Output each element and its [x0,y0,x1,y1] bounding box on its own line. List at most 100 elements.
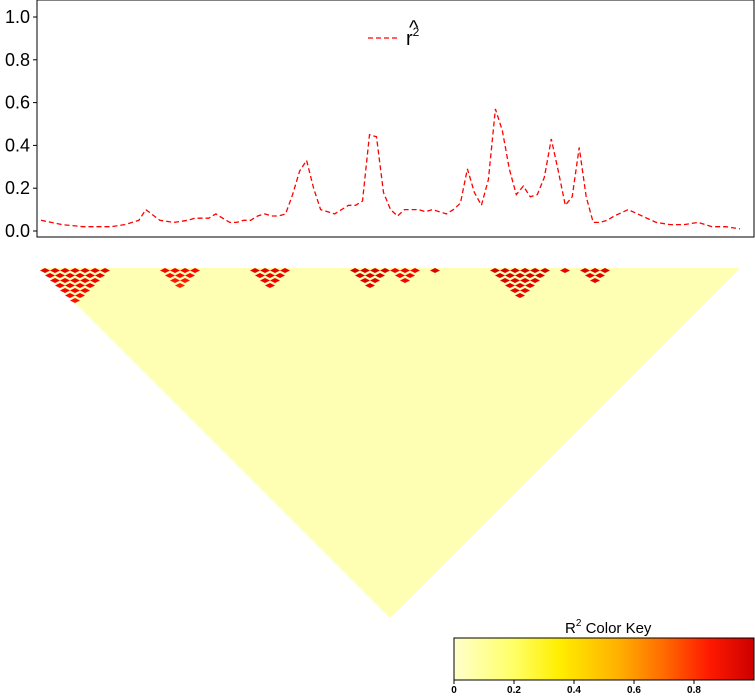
heatmap-cell [365,283,375,288]
y-tick-label: 0.4 [5,135,30,155]
ld-heatmap [40,268,740,618]
y-tick-label: 0.8 [5,50,30,70]
heatmap-cell [515,293,525,298]
heatmap-cell [50,268,60,273]
color-key-bar [453,637,755,681]
heatmap-cell [100,268,110,273]
heatmap-cell [515,283,525,288]
heatmap-cell [530,278,540,283]
heatmap-cell [585,273,595,278]
heatmap-cell [255,273,265,278]
heatmap-cell [85,283,95,288]
r2-line-chart: 0.0 0.2 0.4 0.6 0.8 1.0 r2 ^ [5,0,755,241]
heatmap-cell [265,273,275,278]
color-key: R2 Color Key 0 0.2 0.4 0.6 0.8 [451,618,755,696]
color-key-ticks: 0 0.2 0.4 0.6 0.8 [451,680,701,696]
heatmap-cell [190,268,200,273]
heatmap-cell [590,268,600,273]
plot-frame [36,0,755,238]
key-tick-label: 0.4 [567,685,581,696]
heatmap-cell [40,268,50,273]
heatmap-cell [95,273,105,278]
heatmap-cell [560,268,570,273]
legend-label: r2 [406,25,420,50]
r2-series-line [40,108,741,230]
heatmap-cell [520,278,530,283]
y-tick-label: 0.6 [5,93,30,113]
heatmap-cell [525,273,535,278]
heatmap-cell [70,288,80,293]
heatmap-cell [70,278,80,283]
heatmap-cell [260,278,270,283]
heatmap-cell [495,273,505,278]
y-tick-label: 0.0 [5,221,30,241]
heatmap-cell [370,278,380,283]
legend: r2 ^ [368,17,420,50]
heatmap-cell [75,293,85,298]
heatmap-cell [70,298,80,303]
heatmap-cell [170,278,180,283]
heatmap-cell [505,273,515,278]
heatmap-cell [395,273,405,278]
key-tick-label: 0.2 [507,685,521,696]
heatmap-cell [275,273,285,278]
heatmap-cell [505,283,515,288]
heatmap-cell [55,273,65,278]
heatmap-cell [520,288,530,293]
heatmap-cell [590,278,600,283]
heatmap-cell [350,268,360,273]
heatmap-cell [595,273,605,278]
heatmap-cell [515,273,525,278]
key-tick-label: 0 [451,685,457,696]
heatmap-cell [510,278,520,283]
heatmap-cell [85,273,95,278]
y-tick-label: 1.0 [5,7,30,27]
heatmap-cell [510,268,520,273]
heatmap-background [40,268,740,618]
heatmap-cell [185,273,195,278]
heatmap-cell [400,278,410,283]
heatmap-cell [270,268,280,273]
heatmap-cell [65,273,75,278]
heatmap-cell [65,293,75,298]
heatmap-cell [70,268,80,273]
heatmap-cell [400,268,410,273]
legend-hat: ^ [409,17,419,39]
heatmap-cell [535,273,545,278]
heatmap-cell [160,268,170,273]
key-tick-label: 0.6 [627,685,641,696]
heatmap-cell [580,268,590,273]
heatmap-cell [490,268,500,273]
heatmap-cell [500,278,510,283]
heatmap-cell [90,268,100,273]
heatmap-cell [75,283,85,288]
heatmap-cell [520,268,530,273]
heatmap-cell [270,278,280,283]
heatmap-cell [165,273,175,278]
heatmap-cell [360,268,370,273]
heatmap-cell [500,268,510,273]
heatmap-cell [60,268,70,273]
heatmap-cell [45,273,55,278]
heatmap-cell [175,273,185,278]
heatmap-cell [365,273,375,278]
heatmap-cell [50,278,60,283]
heatmap-cell [80,288,90,293]
heatmap-cell [180,268,190,273]
heatmap-cell [180,278,190,283]
heatmap-cell [65,283,75,288]
heatmap-cell [55,283,65,288]
heatmap-cell [265,283,275,288]
heatmap-cell [260,268,270,273]
heatmap-cell [170,268,180,273]
heatmap-cell [360,278,370,283]
heatmap-cell [600,268,610,273]
heatmap-cell [90,278,100,283]
heatmap-cell [60,288,70,293]
key-tick-label: 0.8 [687,685,701,696]
heatmap-cell [375,273,385,278]
heatmap-cell [530,268,540,273]
heatmap-cell [60,278,70,283]
y-tick-label: 0.2 [5,178,30,198]
